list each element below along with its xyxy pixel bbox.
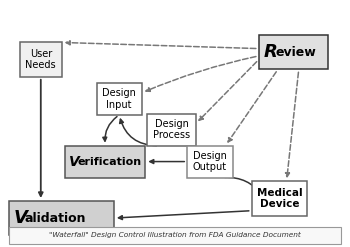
Text: Medical
Device: Medical Device xyxy=(257,188,302,209)
FancyArrowPatch shape xyxy=(286,72,299,177)
Text: Design
Output: Design Output xyxy=(193,151,227,172)
Text: alidation: alidation xyxy=(24,212,85,225)
Text: V: V xyxy=(14,209,27,227)
FancyArrowPatch shape xyxy=(146,57,256,91)
Text: Design
Input: Design Input xyxy=(102,88,136,110)
FancyArrowPatch shape xyxy=(39,80,43,196)
Text: User
Needs: User Needs xyxy=(26,49,56,70)
Text: R: R xyxy=(264,43,278,61)
FancyBboxPatch shape xyxy=(187,145,232,178)
FancyBboxPatch shape xyxy=(97,83,142,115)
FancyArrowPatch shape xyxy=(228,72,276,142)
FancyBboxPatch shape xyxy=(259,35,328,69)
FancyBboxPatch shape xyxy=(252,181,307,216)
Text: erification: erification xyxy=(78,157,142,166)
FancyArrowPatch shape xyxy=(118,211,249,220)
FancyArrowPatch shape xyxy=(120,119,156,145)
FancyBboxPatch shape xyxy=(9,201,114,235)
FancyArrowPatch shape xyxy=(150,160,184,164)
FancyBboxPatch shape xyxy=(9,227,341,244)
FancyBboxPatch shape xyxy=(65,145,145,178)
FancyArrowPatch shape xyxy=(66,41,256,48)
FancyBboxPatch shape xyxy=(20,42,62,77)
Text: Design
Process: Design Process xyxy=(153,119,190,141)
Text: V: V xyxy=(69,155,80,168)
FancyBboxPatch shape xyxy=(147,114,196,145)
FancyArrowPatch shape xyxy=(225,177,261,195)
Text: "Waterfall" Design Control Illustration from FDA Guidance Document: "Waterfall" Design Control Illustration … xyxy=(49,232,301,238)
FancyArrowPatch shape xyxy=(199,62,257,120)
FancyArrowPatch shape xyxy=(103,117,117,141)
Text: eview: eview xyxy=(275,46,316,59)
